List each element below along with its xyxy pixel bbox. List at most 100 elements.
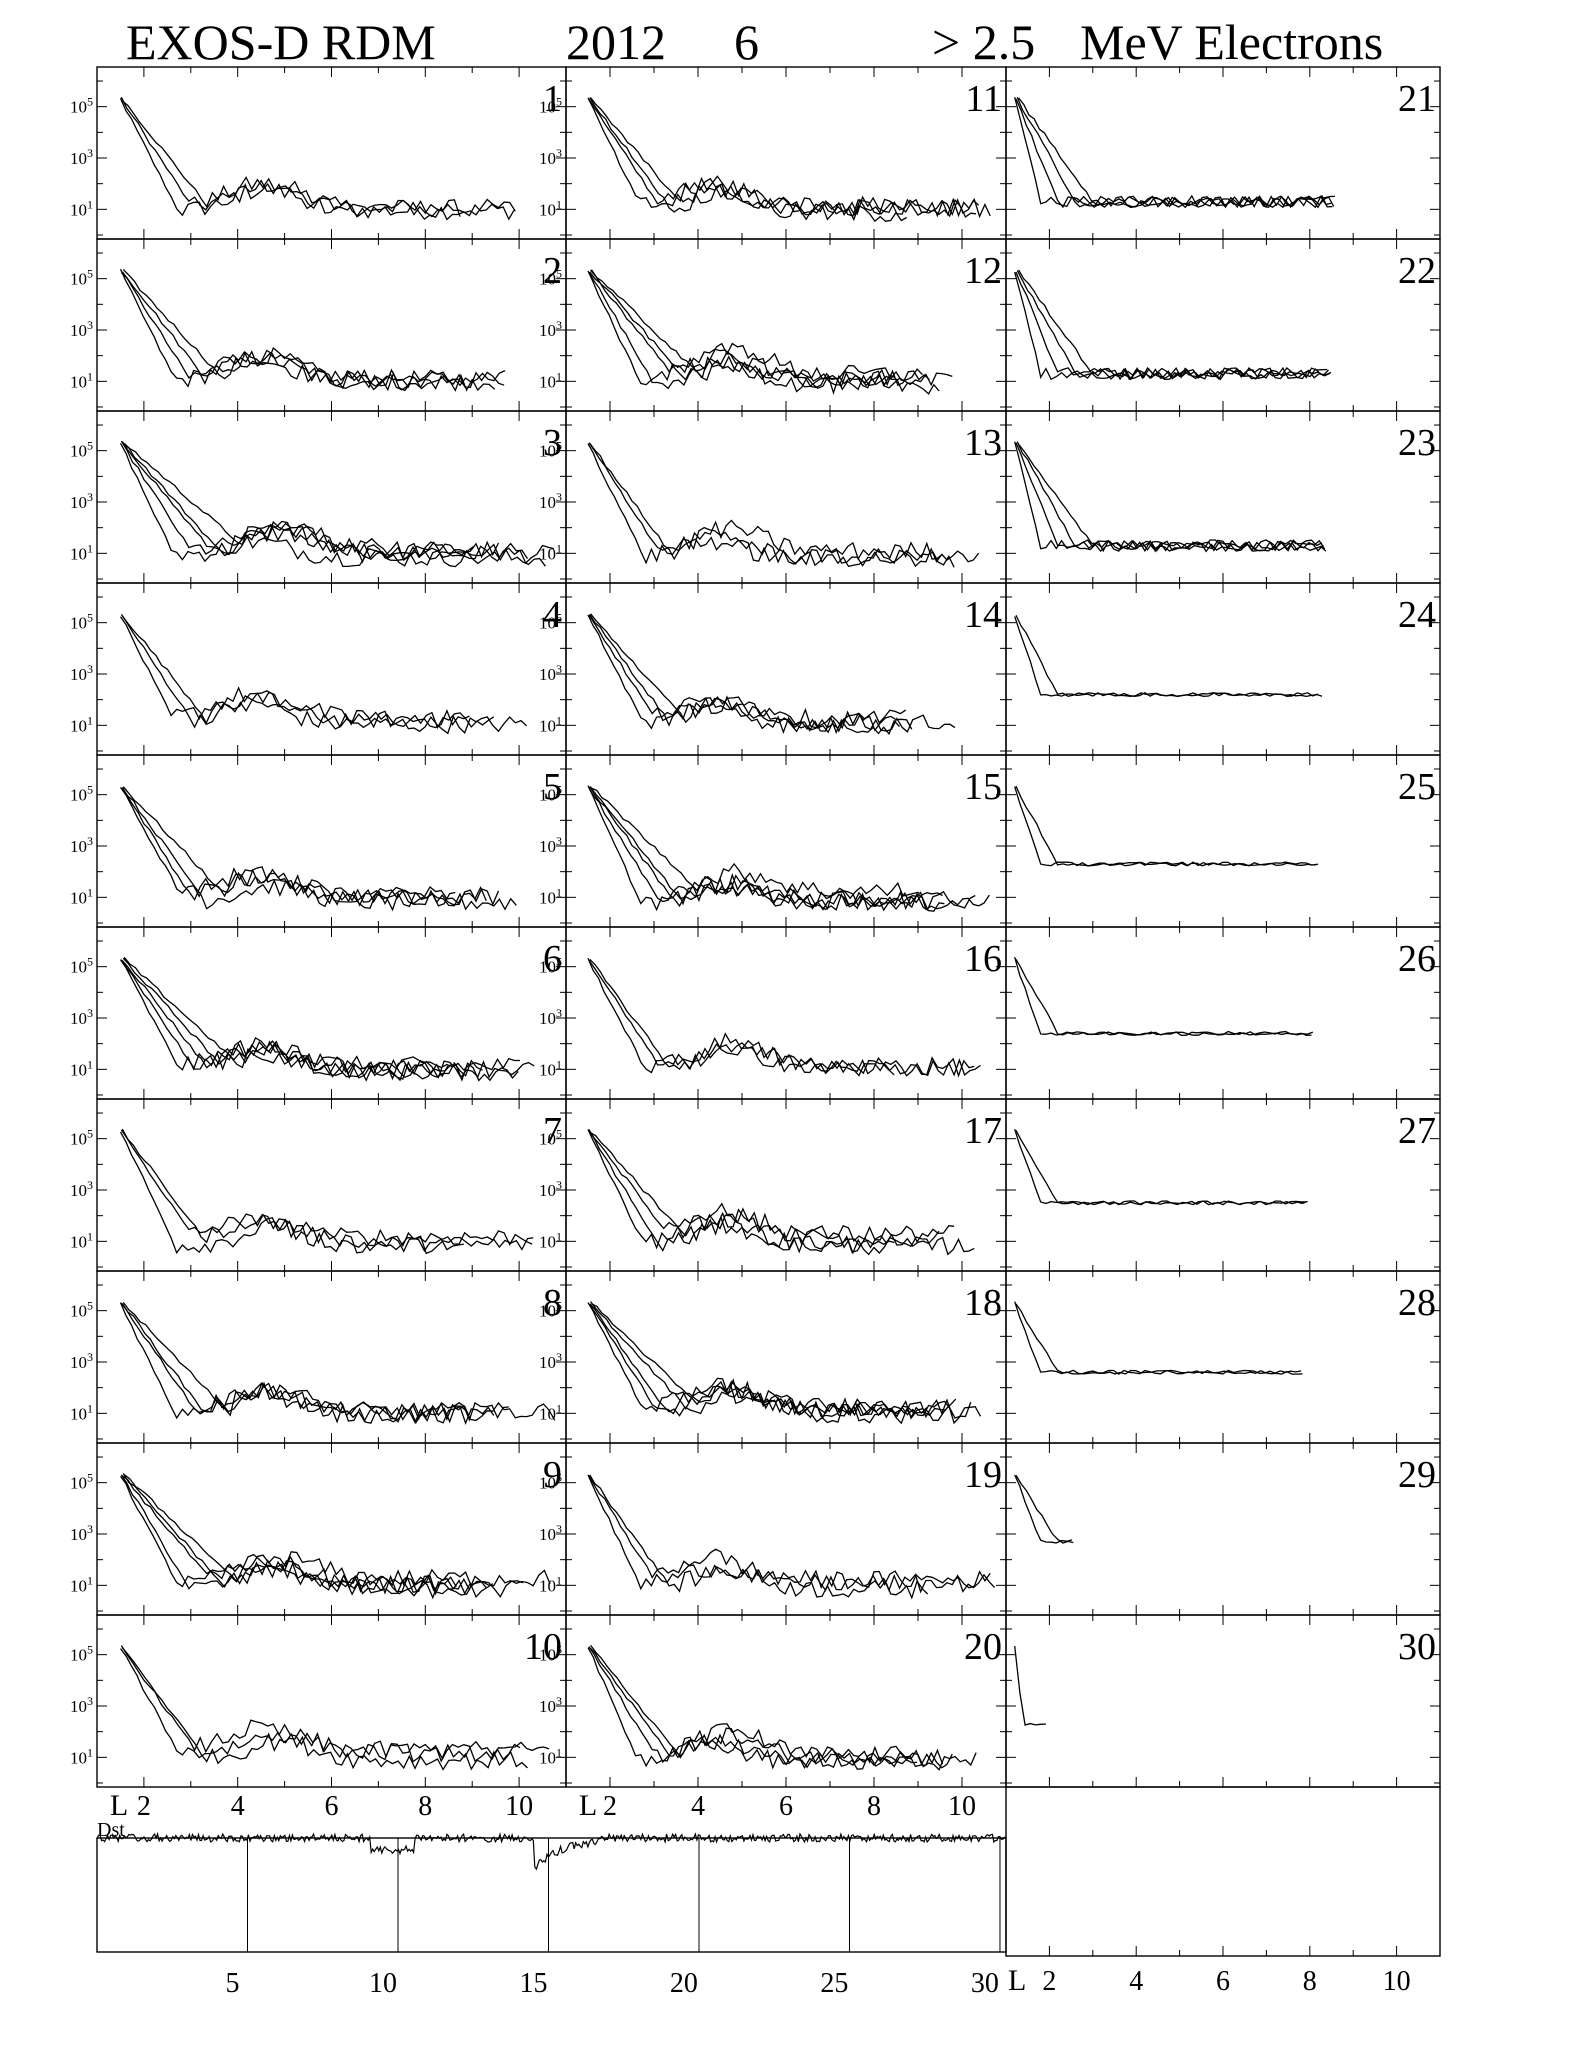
y-tick-label: 105 xyxy=(70,611,93,633)
y-tick-label: 101 xyxy=(539,1573,562,1595)
y-tick-label: 101 xyxy=(539,885,562,907)
y-tick-label: 103 xyxy=(70,1350,93,1372)
series-line xyxy=(119,616,470,729)
series-line xyxy=(120,787,500,906)
dst-label: Dst xyxy=(97,1819,125,1841)
panel-23: 23 xyxy=(1005,410,1441,584)
series-line xyxy=(121,100,461,218)
x-axis-label: L xyxy=(110,1789,128,1822)
panel-day-label: 7 xyxy=(543,1110,562,1152)
panel-frame xyxy=(1005,926,1441,1100)
y-tick-label: 105 xyxy=(70,783,93,805)
series-line xyxy=(589,614,913,732)
series-line xyxy=(119,1648,521,1763)
x-tick-label: 6 xyxy=(1216,1966,1230,1997)
panel-day-label: 19 xyxy=(964,1454,1002,1496)
series-line xyxy=(120,96,516,218)
series-line xyxy=(121,271,506,389)
x-tick-label: 10 xyxy=(1383,1966,1411,1997)
series-line xyxy=(587,1129,895,1254)
series-line xyxy=(590,613,956,734)
title-month: 6 xyxy=(734,14,759,70)
y-tick-label: 105 xyxy=(70,1127,93,1149)
y-tick-label: 103 xyxy=(539,1178,562,1200)
y-tick-label: 105 xyxy=(539,1643,562,1665)
y-tick-label: 105 xyxy=(70,955,93,977)
panel-frame xyxy=(96,1270,567,1444)
panel-15: 15 105 103 101 xyxy=(539,754,1007,928)
series-line xyxy=(590,97,977,218)
panel-11: 11 105 103 101 xyxy=(539,66,1007,240)
series-line xyxy=(119,959,520,1075)
y-tick-label: 105 xyxy=(539,439,562,461)
empty-frame xyxy=(1005,1786,1441,1957)
y-tick-label: 105 xyxy=(70,1643,93,1665)
x-tick-label: 8 xyxy=(418,1791,432,1822)
y-tick-label: 101 xyxy=(70,541,93,563)
y-tick-label: 105 xyxy=(539,611,562,633)
panel-day-label: 9 xyxy=(543,1454,562,1496)
series-line xyxy=(122,268,496,392)
series-line xyxy=(122,786,456,907)
series-line xyxy=(1015,1303,1303,1375)
panel-frame xyxy=(1005,66,1441,240)
series-line xyxy=(122,957,535,1079)
y-tick-label: 105 xyxy=(539,1471,562,1493)
series-line xyxy=(588,271,896,391)
y-tick-label: 101 xyxy=(70,369,93,391)
series-line xyxy=(589,786,976,912)
y-tick-label: 103 xyxy=(539,318,562,340)
x-tick-label: 2 xyxy=(603,1791,617,1822)
dst-trace xyxy=(96,1831,1007,1871)
series-line xyxy=(120,1302,556,1422)
y-tick-label: 101 xyxy=(70,885,93,907)
series-line xyxy=(121,1647,528,1771)
y-tick-label: 103 xyxy=(539,662,562,684)
series-line xyxy=(587,443,980,568)
panel-day-label: 18 xyxy=(964,1282,1002,1324)
series-line xyxy=(120,440,500,560)
series-line xyxy=(121,1303,495,1425)
y-tick-label: 103 xyxy=(539,490,562,512)
series-line xyxy=(1015,442,1324,552)
series-line xyxy=(588,787,943,911)
y-tick-label: 103 xyxy=(70,1522,93,1544)
series-line xyxy=(589,1474,929,1600)
title-particle: MeV Electrons xyxy=(1080,14,1384,70)
y-tick-label: 101 xyxy=(70,1745,93,1767)
y-tick-label: 105 xyxy=(70,1299,93,1321)
series-line xyxy=(1016,270,1331,381)
empty-panel: L 2 4 6 8 10 xyxy=(1005,1786,1441,1997)
series-line xyxy=(588,1646,944,1767)
series-line xyxy=(121,441,529,561)
series-line xyxy=(1014,786,1317,867)
y-tick-label: 103 xyxy=(539,1522,562,1544)
y-tick-label: 101 xyxy=(70,1573,93,1595)
y-tick-label: 101 xyxy=(70,1057,93,1079)
y-tick-label: 101 xyxy=(539,713,562,735)
panel-18: 18 105 103 101 xyxy=(539,1270,1007,1444)
panel-12: 12 105 103 101 xyxy=(539,238,1007,412)
panel-day-label: 5 xyxy=(543,766,562,808)
series-line xyxy=(1014,1129,1307,1206)
panel-16: 16 105 103 101 xyxy=(539,926,1007,1100)
panel-frame xyxy=(1005,1270,1441,1444)
series-line xyxy=(1014,441,1323,553)
y-tick-label: 103 xyxy=(70,662,93,684)
x-tick-label: 4 xyxy=(231,1791,245,1822)
series-line xyxy=(589,271,923,381)
series-line xyxy=(589,442,955,568)
x-tick-label: 6 xyxy=(779,1791,793,1822)
panel-day-label: 2 xyxy=(543,250,562,292)
panel-25: 25 xyxy=(1005,754,1441,928)
series-line xyxy=(590,1644,977,1771)
series-line xyxy=(1015,1474,1074,1544)
series-line xyxy=(1015,615,1319,698)
y-tick-label: 105 xyxy=(539,267,562,289)
series-line xyxy=(119,1476,487,1596)
panel-27: 27 xyxy=(1005,1098,1441,1272)
